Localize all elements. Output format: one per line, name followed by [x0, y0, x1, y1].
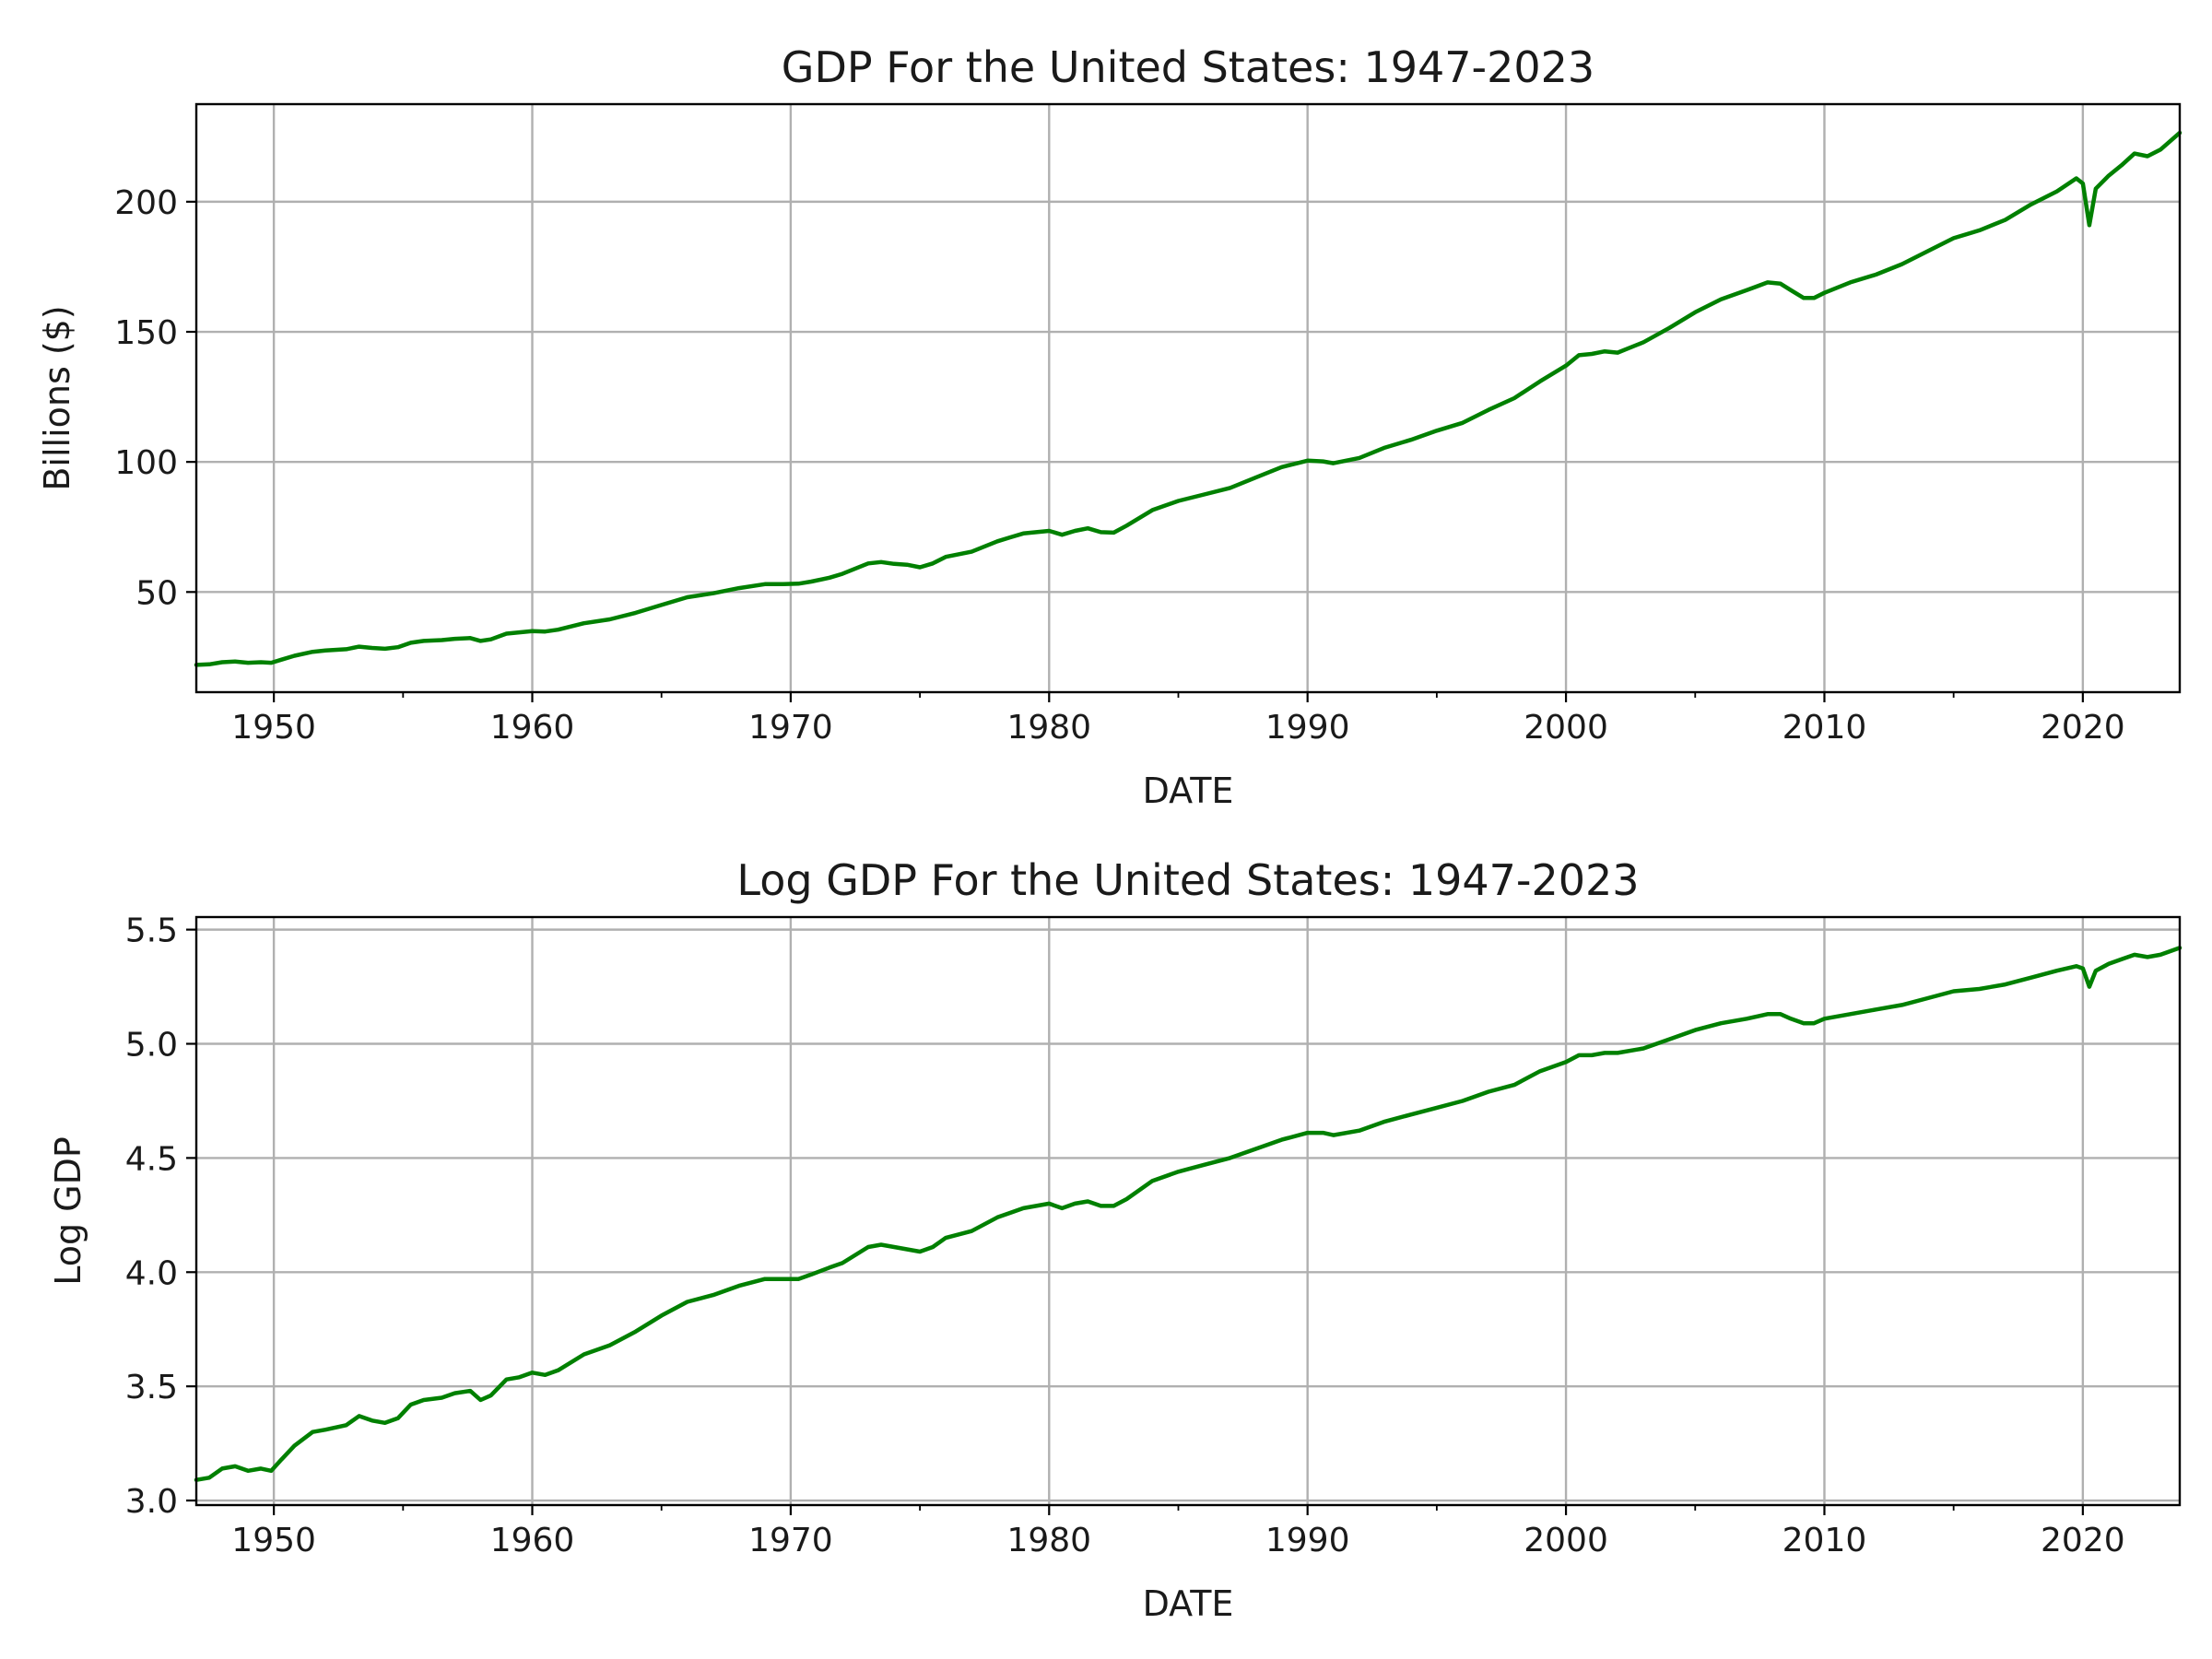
log-gdp-x-tick-label: 2000	[1524, 1522, 1608, 1559]
log-gdp-y-tick-label: 5.0	[125, 1027, 178, 1065]
log-gdp-y-axis-label: Log GDP	[48, 1136, 88, 1286]
gdp-y-tick-label: 50	[135, 574, 178, 612]
log-gdp-x-tick-label: 1970	[748, 1522, 833, 1559]
gdp-x-tick-label: 1970	[748, 709, 833, 747]
log-gdp-chart-panel: 1950 1960 1970 1980 1990 2000 2010 2020 3.0 3.5 4.…	[48, 855, 2183, 1624]
log-gdp-plot-frame	[194, 915, 2182, 1507]
log-gdp-series-line	[194, 946, 2183, 1482]
gdp-x-tick-label: 1980	[1006, 709, 1091, 747]
gdp-y-tick-label: 200	[114, 184, 178, 222]
gdp-x-tick-label: 1950	[231, 709, 316, 747]
gdp-plot-frame	[194, 102, 2182, 694]
gdp-y-tick-label: 150	[114, 314, 178, 352]
gdp-series-line	[194, 130, 2183, 667]
log-gdp-y-tick-label: 4.5	[125, 1140, 178, 1178]
gdp-x-tick-label: 2010	[1783, 709, 1867, 747]
gdp-x-tick-label: 2020	[2041, 709, 2125, 747]
log-gdp-x-tick-label: 2020	[2041, 1522, 2125, 1559]
log-gdp-y-tick-label: 3.0	[125, 1483, 178, 1521]
log-gdp-x-tick-label: 2010	[1783, 1522, 1867, 1559]
log-gdp-y-tick-label: 4.0	[125, 1254, 178, 1292]
gdp-x-tick-label: 1960	[490, 709, 575, 747]
gdp-x-tick-label: 2000	[1524, 709, 1608, 747]
gdp-x-tick-label: 1990	[1265, 709, 1350, 747]
gdp-y-tick-label: 100	[114, 444, 178, 482]
log-gdp-x-axis-label: DATE	[1143, 1583, 1234, 1624]
log-gdp-x-tick-label: 1950	[231, 1522, 316, 1559]
log-gdp-y-tick-label: 3.5	[125, 1369, 178, 1406]
log-gdp-y-tick-label: 5.5	[125, 912, 178, 950]
gdp-chart-title: GDP For the United States: 1947-2023	[782, 42, 1594, 92]
log-gdp-chart-title: Log GDP For the United States: 1947-2023	[736, 855, 1639, 905]
gdp-chart-panel: 1950 1960 1970 1980 1990 2000 2010 2020 50 100 150…	[37, 42, 2183, 811]
log-gdp-x-tick-label: 1990	[1265, 1522, 1350, 1559]
log-gdp-x-tick-label: 1980	[1006, 1522, 1091, 1559]
gdp-y-axis-label: Billions ($)	[37, 305, 77, 490]
gdp-x-axis-label: DATE	[1143, 771, 1234, 811]
log-gdp-x-tick-label: 1960	[490, 1522, 575, 1559]
